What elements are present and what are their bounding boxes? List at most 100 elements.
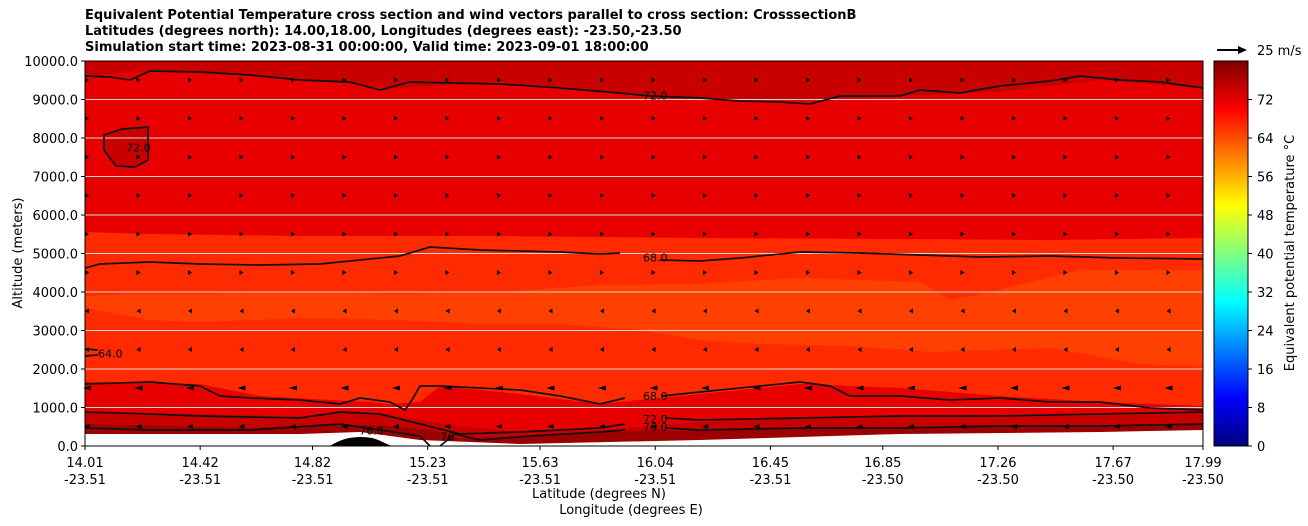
grid-lines — [85, 99, 1203, 408]
wind-arrow — [958, 385, 967, 391]
colorbar: 0 8 16 24 32 40 48 56 64 72 — [1213, 60, 1274, 455]
y-tick-label: 3000.0 — [33, 325, 79, 340]
wind-arrow — [651, 193, 656, 198]
wind-arrow — [340, 385, 349, 391]
wind-arrow — [291, 116, 295, 121]
wind-arrow — [394, 77, 398, 83]
wind-arrow — [1166, 154, 1171, 160]
wind-arrow — [1115, 308, 1119, 314]
wind-arrow — [239, 270, 244, 275]
wind-arrow — [960, 193, 965, 198]
wind-arrow — [600, 116, 604, 121]
wind-arrow — [393, 424, 399, 429]
wind-arrow — [546, 385, 555, 391]
wind-arrow — [754, 77, 759, 83]
wind-arrow — [907, 385, 915, 391]
contour-label: 72.0 — [643, 413, 668, 426]
wind-arrow — [237, 385, 246, 391]
colorbar-tick-label: 40 — [1257, 248, 1274, 263]
contour-72-lower — [85, 411, 1203, 435]
wind-arrow — [85, 154, 89, 160]
wind-arrow — [1063, 154, 1068, 160]
wind-arrow — [188, 154, 192, 160]
chart-title: Equivalent Potential Temperature cross s… — [85, 8, 856, 56]
wind-arrow — [291, 193, 295, 198]
wind-arrow — [600, 347, 604, 352]
wind-arrow — [806, 308, 810, 314]
wind-arrow — [1063, 77, 1068, 83]
x-tick-label-lat: 14.42 — [182, 456, 219, 471]
wind-arrow — [497, 193, 501, 198]
title-line-3: Simulation start time: 2023-08-31 00:00:… — [85, 40, 649, 55]
terrain — [330, 436, 392, 446]
contour-label: 68.0 — [643, 251, 668, 264]
wind-arrow — [136, 77, 141, 83]
wind-arrow — [394, 231, 398, 237]
wind-arrow — [1115, 193, 1119, 198]
colorbar-tick-label: 8 — [1257, 402, 1265, 417]
wind-arrow — [857, 231, 862, 237]
wind-arrow — [342, 154, 347, 160]
wind-arrow — [341, 424, 348, 429]
wind-arrow — [1166, 116, 1171, 121]
wind-arrow — [188, 308, 192, 314]
wind-arrow — [136, 116, 141, 121]
wind-arrow — [496, 424, 502, 429]
wind-arrow — [857, 116, 862, 121]
wind-arrow — [188, 231, 192, 237]
wind-arrow — [1012, 308, 1016, 314]
wind-arrow — [703, 77, 707, 83]
contour-72-pocket — [103, 126, 149, 168]
wind-arrow — [754, 347, 759, 352]
y-tick-label: 4000.0 — [33, 286, 79, 301]
wind-arrow — [444, 424, 451, 429]
wind-arrow — [960, 77, 965, 83]
wind-arrow — [238, 424, 245, 429]
wind-arrow — [651, 154, 656, 160]
wind-arrow — [187, 424, 193, 429]
wind-arrow — [855, 385, 864, 391]
wind-arrow — [497, 231, 501, 237]
wind-arrow — [599, 424, 605, 429]
wind-arrow — [291, 77, 295, 83]
wind-arrow — [291, 347, 295, 352]
wind-arrow — [239, 154, 244, 160]
wind-arrow — [445, 308, 450, 314]
wind-arrow — [754, 116, 759, 121]
wind-arrow — [239, 231, 244, 237]
wind-arrow — [1011, 424, 1017, 429]
wind-arrow — [959, 424, 966, 429]
wind-arrow — [1063, 347, 1068, 352]
wind-arrow — [445, 77, 450, 83]
contour-68-upper — [85, 246, 1203, 269]
wind-arrow — [701, 385, 709, 391]
wind-arrow — [960, 154, 965, 160]
x-tick-label-lon: -23.50 — [862, 473, 904, 488]
wind-arrow — [600, 193, 604, 198]
wind-arrow — [1166, 270, 1171, 275]
x-tick-label-lat: 17.67 — [1095, 456, 1132, 471]
wind-arrow — [856, 424, 863, 429]
wind-arrow — [547, 424, 554, 429]
wind-arrow — [806, 154, 810, 160]
wind-arrow — [445, 270, 450, 275]
wind-arrow — [290, 424, 296, 429]
wind-arrow — [497, 308, 501, 314]
wind-arrow — [1115, 154, 1119, 160]
contour-label: 72.0 — [643, 90, 668, 103]
x-tick-label-lat: 16.85 — [864, 456, 901, 471]
wind-key: 25 m/s — [1217, 44, 1302, 59]
wind-arrow — [753, 424, 760, 429]
wind-arrow — [445, 193, 450, 198]
wind-arrow — [188, 347, 192, 352]
y-axis: 0.0 1000.0 2000.0 3000.0 4000.0 5000.0 6000.0 7… — [24, 55, 85, 455]
y-tick-label: 1000.0 — [33, 402, 79, 417]
wind-arrow — [1012, 193, 1016, 198]
contour-lines — [85, 70, 1203, 446]
wind-arrow — [1166, 231, 1171, 237]
y-tick-label: 9000.0 — [33, 94, 79, 109]
contour-label: 76.0 — [643, 421, 668, 434]
wind-arrow — [598, 385, 606, 391]
wind-arrow — [1063, 270, 1068, 275]
